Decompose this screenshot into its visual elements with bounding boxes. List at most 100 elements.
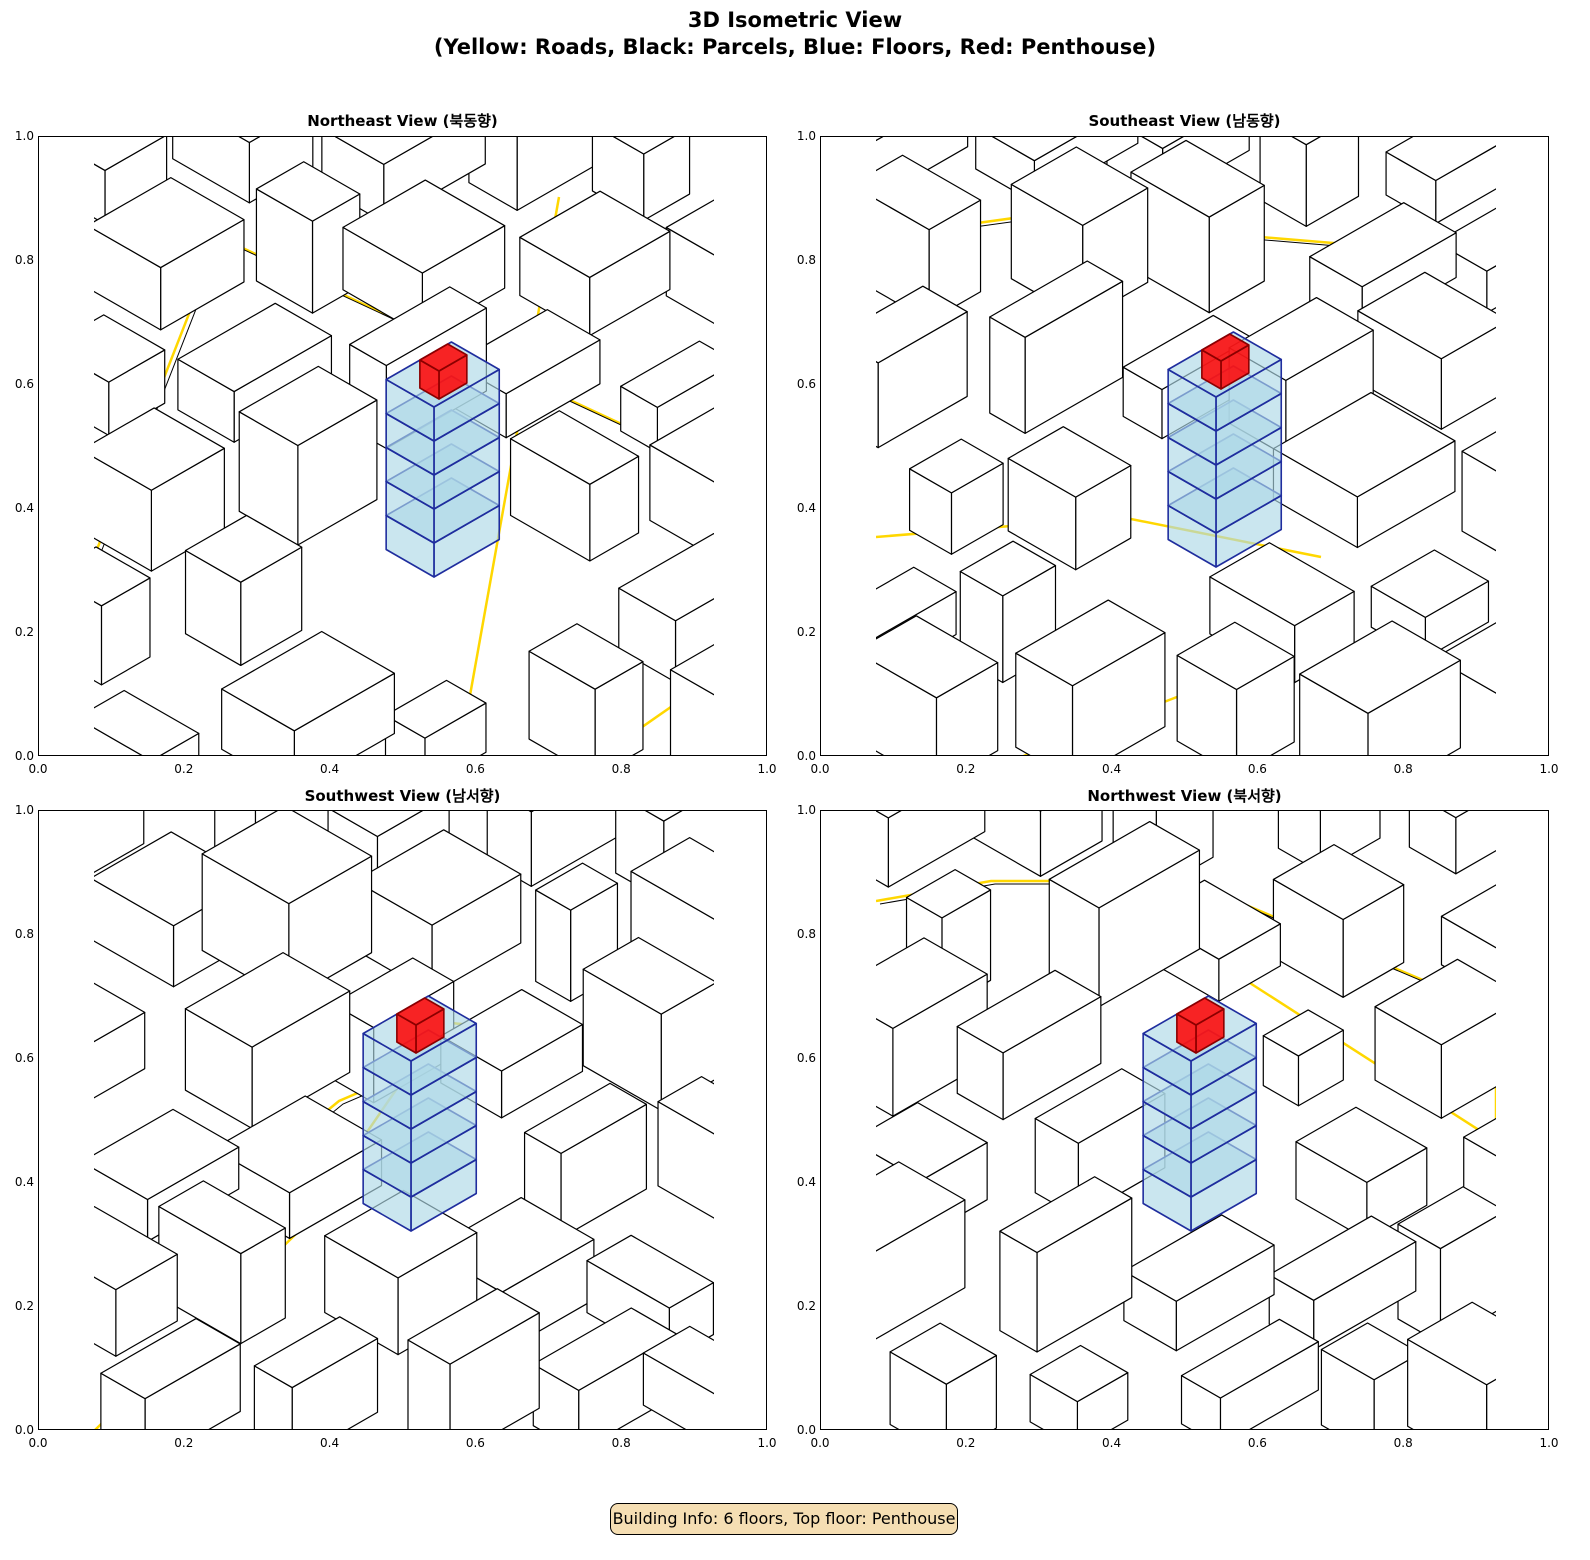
building-parcel bbox=[184, 514, 303, 667]
x-tick-label: 0.4 bbox=[1102, 762, 1122, 776]
x-tick-label: 1.0 bbox=[757, 762, 777, 776]
building-parcel bbox=[876, 937, 988, 1117]
scene-3d bbox=[94, 811, 714, 1429]
x-tick-label: 0.0 bbox=[810, 762, 830, 776]
building-parcel bbox=[1259, 137, 1360, 227]
building-parcel bbox=[1015, 599, 1166, 755]
building-parcel bbox=[591, 137, 691, 222]
y-tick-label: 0.2 bbox=[796, 1299, 816, 1313]
y-tick-label: 0.6 bbox=[796, 377, 816, 391]
y-tick-label: 1.0 bbox=[14, 129, 34, 143]
y-tick-label: 0.6 bbox=[796, 1051, 816, 1065]
scene-3d bbox=[876, 811, 1496, 1429]
building-parcel bbox=[384, 679, 487, 755]
y-tick-label: 0.0 bbox=[796, 749, 816, 763]
building-parcel bbox=[221, 630, 395, 755]
y-tick-label: 0.4 bbox=[14, 1175, 34, 1189]
building-parcel bbox=[528, 623, 644, 755]
building-parcel bbox=[956, 969, 1102, 1121]
x-tick-label: 0.6 bbox=[1247, 762, 1267, 776]
y-tick-label: 0.0 bbox=[14, 749, 34, 763]
x-tick-label: 0.2 bbox=[956, 762, 976, 776]
building-parcel bbox=[407, 1288, 540, 1429]
y-tick-label: 0.0 bbox=[14, 1423, 34, 1437]
panel-title-northwest: Northwest View (북서향) bbox=[1087, 787, 1282, 805]
panel-title-northeast: Northeast View (북동향) bbox=[307, 112, 498, 130]
building-parcel bbox=[94, 1206, 178, 1357]
building-parcel bbox=[94, 177, 245, 331]
building-parcel bbox=[94, 982, 146, 1099]
x-tick-label: 0.8 bbox=[1393, 1436, 1413, 1450]
building-parcel bbox=[1180, 1318, 1319, 1429]
figure-title: 3D Isometric View bbox=[687, 8, 903, 32]
building-parcel bbox=[94, 811, 145, 873]
x-tick-label: 1.0 bbox=[757, 1436, 777, 1450]
y-tick-label: 0.8 bbox=[14, 253, 34, 267]
x-tick-label: 0.2 bbox=[174, 762, 194, 776]
x-tick-label: 0.6 bbox=[465, 1436, 485, 1450]
x-tick-label: 1.0 bbox=[1539, 1436, 1559, 1450]
building-parcel bbox=[94, 546, 151, 686]
building-parcel bbox=[876, 154, 982, 322]
x-tick-label: 0.0 bbox=[810, 1436, 830, 1450]
scene-3d bbox=[876, 137, 1496, 755]
y-tick-label: 0.2 bbox=[14, 1299, 34, 1313]
y-tick-label: 0.8 bbox=[796, 253, 816, 267]
x-tick-label: 0.4 bbox=[320, 762, 340, 776]
building-parcel bbox=[100, 1317, 241, 1429]
building-parcel bbox=[468, 137, 597, 211]
x-tick-label: 0.4 bbox=[1102, 1436, 1122, 1450]
building-parcel bbox=[989, 260, 1124, 434]
building-parcel bbox=[1357, 271, 1496, 430]
y-tick-label: 0.4 bbox=[796, 501, 816, 515]
y-tick-label: 0.8 bbox=[796, 927, 816, 941]
building-parcel bbox=[486, 811, 619, 887]
x-tick-label: 0.2 bbox=[956, 1436, 976, 1450]
building-parcel bbox=[1461, 431, 1496, 552]
y-tick-label: 1.0 bbox=[14, 803, 34, 817]
y-tick-label: 0.6 bbox=[14, 1051, 34, 1065]
building-parcel bbox=[1370, 549, 1490, 659]
building-parcel bbox=[1272, 391, 1456, 549]
y-tick-label: 1.0 bbox=[796, 129, 816, 143]
panel-southwest bbox=[38, 810, 767, 1430]
building-parcel bbox=[999, 1176, 1133, 1353]
y-tick-label: 0.4 bbox=[796, 1175, 816, 1189]
building-parcel bbox=[1295, 1106, 1428, 1241]
y-tick-label: 0.4 bbox=[14, 501, 34, 515]
panel-northwest bbox=[820, 810, 1549, 1430]
x-tick-label: 0.8 bbox=[611, 762, 631, 776]
building-parcel bbox=[657, 1076, 714, 1219]
building-parcel bbox=[1130, 139, 1265, 314]
x-tick-label: 0.4 bbox=[320, 1436, 340, 1450]
building-parcel bbox=[964, 811, 1103, 877]
building-parcel bbox=[184, 952, 351, 1130]
building-parcel bbox=[1299, 620, 1461, 755]
panel-title-southwest: Southwest View (남서향) bbox=[304, 787, 501, 805]
x-tick-label: 0.6 bbox=[1247, 1436, 1267, 1450]
penthouse-floor bbox=[1201, 333, 1250, 390]
building-parcel bbox=[1029, 1344, 1129, 1429]
x-tick-label: 0.6 bbox=[465, 762, 485, 776]
building-parcel bbox=[1407, 1301, 1496, 1429]
building-parcel bbox=[908, 438, 1004, 555]
building-parcel bbox=[1385, 137, 1496, 225]
panel-southeast bbox=[820, 136, 1549, 756]
y-tick-label: 1.0 bbox=[796, 803, 816, 817]
building-parcel bbox=[94, 689, 200, 755]
building-parcel bbox=[889, 1322, 997, 1429]
y-tick-label: 0.2 bbox=[14, 625, 34, 639]
building-parcel bbox=[94, 407, 225, 572]
building-info-box: Building Info: 6 floors, Top floor: Pent… bbox=[610, 1503, 958, 1535]
x-tick-label: 0.8 bbox=[611, 1436, 631, 1450]
panel-title-southeast: Southeast View (남동향) bbox=[1088, 112, 1281, 130]
x-tick-label: 0.8 bbox=[1393, 762, 1413, 776]
building-parcel bbox=[253, 1316, 379, 1429]
building-parcel bbox=[1272, 844, 1405, 998]
building-parcel bbox=[669, 644, 714, 755]
building-parcel bbox=[158, 1180, 286, 1345]
penthouse-floor bbox=[419, 343, 468, 400]
building-parcel bbox=[649, 407, 714, 558]
building-parcel bbox=[1123, 1214, 1275, 1352]
